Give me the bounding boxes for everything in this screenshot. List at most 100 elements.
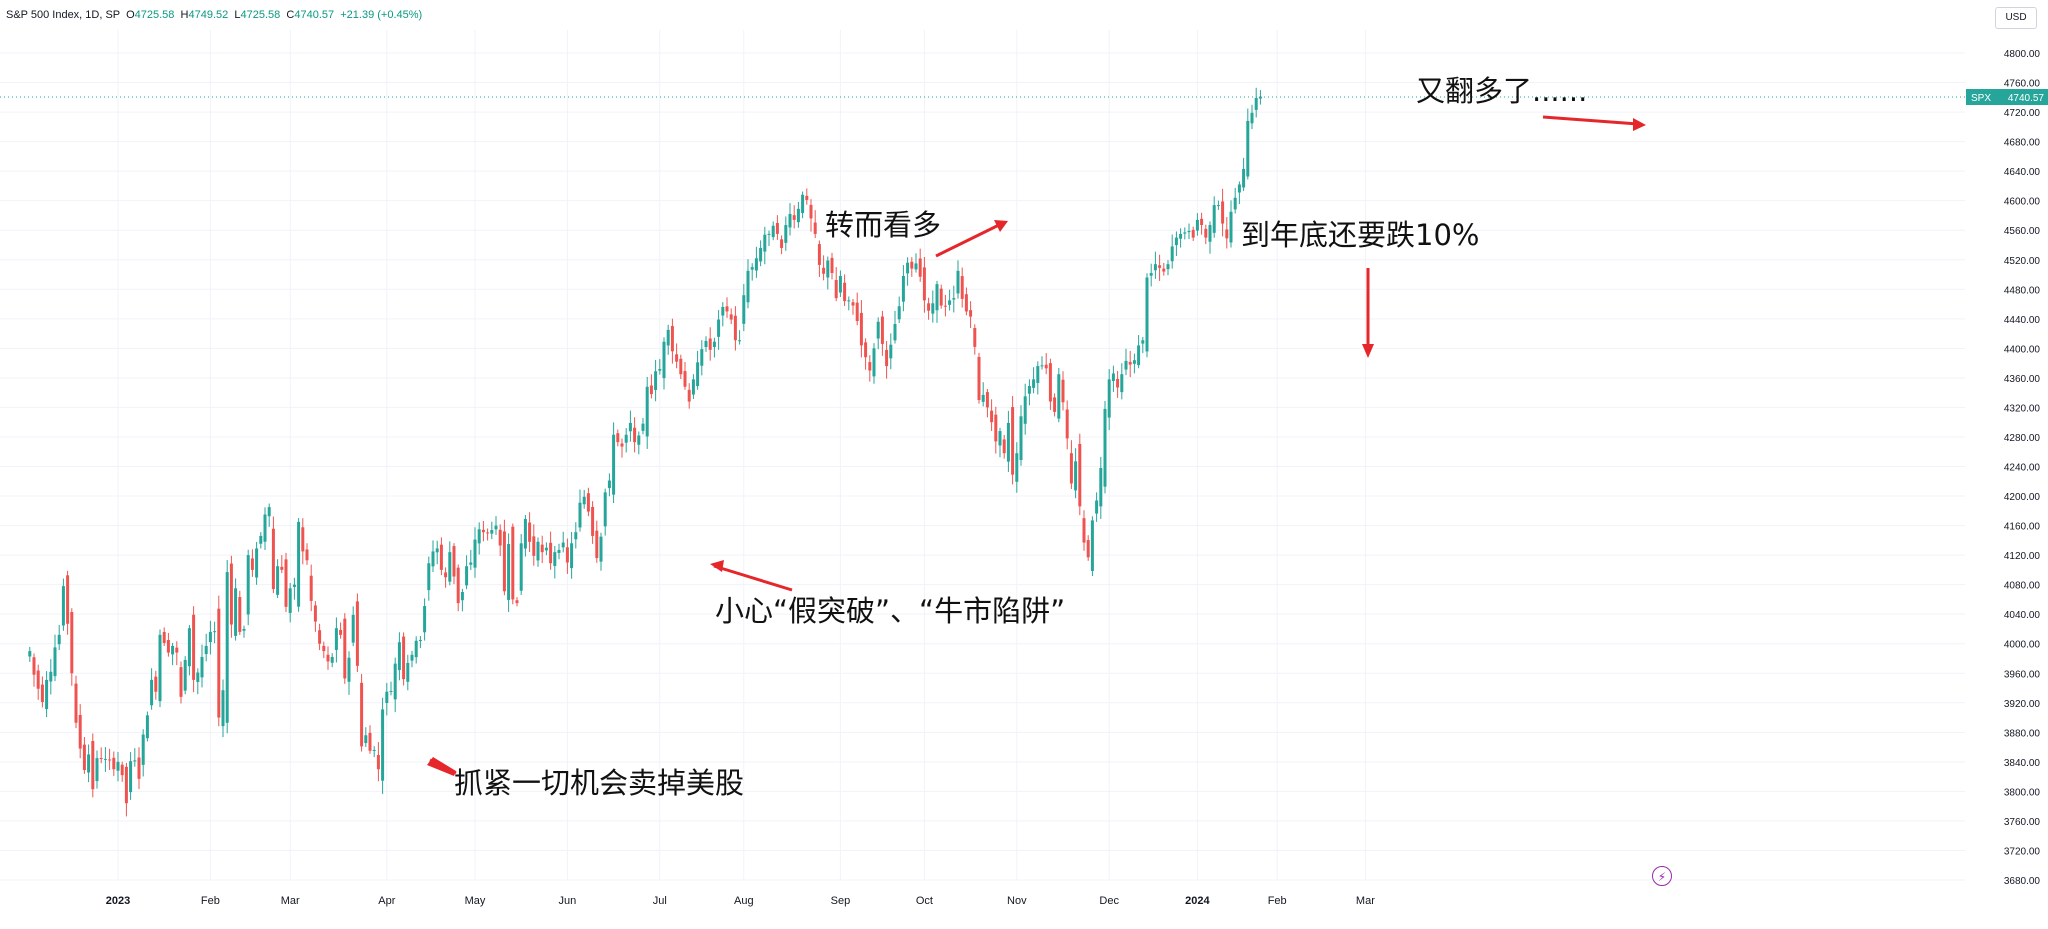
candle-body[interactable] bbox=[502, 531, 506, 592]
candle[interactable] bbox=[40, 676, 44, 708]
candle-body[interactable] bbox=[813, 222, 817, 234]
candle-body[interactable] bbox=[427, 563, 431, 591]
candle[interactable] bbox=[641, 417, 645, 435]
candle-body[interactable] bbox=[712, 341, 716, 347]
candle-body[interactable] bbox=[796, 208, 800, 223]
candle[interactable] bbox=[439, 537, 443, 576]
candle-body[interactable] bbox=[1132, 360, 1136, 364]
candle[interactable] bbox=[158, 629, 162, 708]
candle[interactable] bbox=[872, 343, 876, 384]
candle-body[interactable] bbox=[95, 758, 99, 782]
candle-body[interactable] bbox=[599, 536, 603, 562]
candle[interactable] bbox=[1174, 231, 1178, 256]
candle[interactable] bbox=[910, 257, 914, 277]
candle[interactable] bbox=[166, 632, 170, 657]
candle[interactable] bbox=[66, 570, 70, 635]
candle[interactable] bbox=[1179, 228, 1183, 248]
candle-body[interactable] bbox=[334, 628, 338, 650]
candle[interactable] bbox=[956, 260, 960, 299]
candle-body[interactable] bbox=[969, 310, 973, 317]
candle-body[interactable] bbox=[1074, 461, 1078, 491]
candle[interactable] bbox=[343, 613, 347, 684]
candle[interactable] bbox=[1032, 367, 1036, 394]
candle[interactable] bbox=[574, 522, 578, 549]
candle[interactable] bbox=[515, 597, 519, 607]
candle[interactable] bbox=[1120, 363, 1124, 400]
candle-body[interactable] bbox=[406, 662, 410, 682]
candle-body[interactable] bbox=[939, 288, 943, 306]
candle[interactable] bbox=[162, 627, 166, 646]
candle-body[interactable] bbox=[549, 542, 553, 564]
candle[interactable] bbox=[868, 355, 872, 382]
candle-body[interactable] bbox=[838, 275, 842, 293]
candle-body[interactable] bbox=[994, 414, 998, 442]
candle-body[interactable] bbox=[1246, 120, 1250, 177]
candle[interactable] bbox=[108, 748, 112, 770]
candle-body[interactable] bbox=[486, 532, 490, 534]
candle-body[interactable] bbox=[1015, 453, 1019, 482]
candle[interactable] bbox=[578, 489, 582, 532]
candle-body[interactable] bbox=[460, 592, 464, 601]
candle-body[interactable] bbox=[742, 295, 746, 324]
candle-body[interactable] bbox=[82, 744, 86, 770]
candle[interactable] bbox=[549, 531, 553, 570]
candle-body[interactable] bbox=[649, 385, 653, 395]
candle[interactable] bbox=[767, 230, 771, 246]
candle-body[interactable] bbox=[603, 492, 607, 527]
candle-body[interactable] bbox=[129, 761, 133, 793]
candle-body[interactable] bbox=[1011, 407, 1015, 475]
candle-body[interactable] bbox=[1027, 386, 1031, 394]
candle-body[interactable] bbox=[843, 282, 847, 302]
candle-body[interactable] bbox=[66, 575, 70, 624]
candle-body[interactable] bbox=[880, 316, 884, 344]
candle-body[interactable] bbox=[1242, 168, 1246, 188]
candle-body[interactable] bbox=[1006, 422, 1010, 462]
candle[interactable] bbox=[1069, 440, 1073, 490]
candle[interactable] bbox=[666, 324, 670, 355]
candle[interactable] bbox=[603, 488, 607, 536]
candle[interactable] bbox=[334, 617, 338, 663]
candle[interactable] bbox=[1187, 223, 1191, 240]
candle[interactable] bbox=[851, 298, 855, 315]
candle[interactable] bbox=[410, 650, 414, 668]
candle-body[interactable] bbox=[1208, 225, 1212, 242]
candle[interactable] bbox=[494, 516, 498, 535]
candle[interactable] bbox=[998, 427, 1002, 458]
candle[interactable] bbox=[481, 520, 485, 542]
candle[interactable] bbox=[922, 256, 926, 313]
candle[interactable] bbox=[271, 516, 275, 594]
candle[interactable] bbox=[607, 473, 611, 497]
candle[interactable] bbox=[402, 632, 406, 686]
candle-body[interactable] bbox=[242, 628, 246, 631]
candle-body[interactable] bbox=[70, 612, 74, 674]
candle-body[interactable] bbox=[1124, 360, 1128, 370]
candle[interactable] bbox=[1111, 365, 1115, 392]
candle-body[interactable] bbox=[767, 233, 771, 235]
candle[interactable] bbox=[385, 682, 389, 716]
candle-body[interactable] bbox=[423, 606, 427, 633]
candle-body[interactable] bbox=[1111, 373, 1115, 381]
candle[interactable] bbox=[1254, 87, 1258, 118]
candle-body[interactable] bbox=[339, 629, 343, 635]
candle[interactable] bbox=[339, 622, 343, 639]
candle[interactable] bbox=[1162, 262, 1166, 276]
candle[interactable] bbox=[708, 327, 712, 361]
candle[interactable] bbox=[633, 417, 637, 453]
candle-body[interactable] bbox=[868, 362, 872, 371]
candle[interactable] bbox=[1132, 353, 1136, 374]
candle-body[interactable] bbox=[964, 294, 968, 312]
candle[interactable] bbox=[750, 263, 754, 281]
candle-body[interactable] bbox=[318, 630, 322, 644]
candle[interactable] bbox=[914, 253, 918, 273]
candle-body[interactable] bbox=[116, 761, 120, 771]
candle[interactable] bbox=[389, 681, 393, 696]
candle-body[interactable] bbox=[53, 647, 57, 677]
candle[interactable] bbox=[309, 564, 313, 612]
candle-body[interactable] bbox=[112, 757, 116, 770]
candle[interactable] bbox=[200, 644, 204, 688]
candle[interactable] bbox=[687, 383, 691, 409]
candle-body[interactable] bbox=[431, 551, 435, 567]
candle[interactable] bbox=[1145, 273, 1149, 358]
candle-body[interactable] bbox=[628, 422, 632, 432]
candle-body[interactable] bbox=[204, 645, 208, 655]
